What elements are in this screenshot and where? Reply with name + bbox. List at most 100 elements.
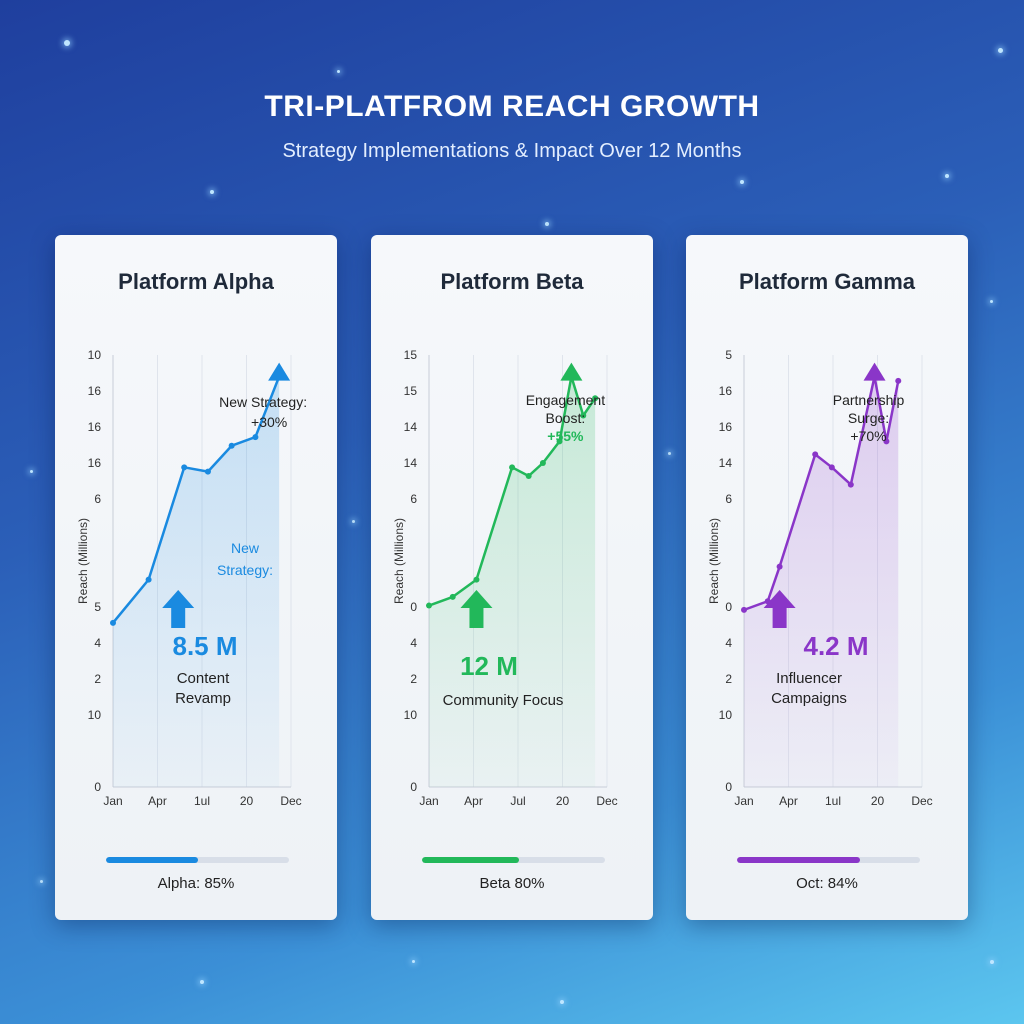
data-point bbox=[556, 438, 563, 445]
platform-gamma-card: Platform Gamma Jan Apr 1ul 20 Dec 5 16 16 14 6 0 4 2… bbox=[686, 235, 968, 920]
card-title: Platform Beta bbox=[440, 269, 584, 294]
y-axis-label: Reach (Millions) bbox=[392, 518, 406, 604]
background-star bbox=[337, 70, 340, 73]
caption-text: Campaigns bbox=[771, 690, 847, 707]
annotation-mid-text: New bbox=[231, 540, 260, 556]
background-star bbox=[560, 1000, 564, 1004]
y-tick-label: 0 bbox=[725, 600, 732, 614]
big-value-label: 8.5 M bbox=[172, 631, 237, 661]
data-point bbox=[741, 606, 747, 613]
x-tick-label: Jan bbox=[103, 794, 122, 808]
platform-beta-card: Platform Beta Jan Apr Jul 20 Dec 15 15 14 14 6 0 4 2… bbox=[371, 235, 653, 920]
background-star bbox=[545, 222, 549, 226]
x-tick-label: Jul bbox=[510, 794, 525, 808]
page-subtitle: Strategy Implementations & Impact Over 1… bbox=[282, 140, 742, 162]
y-tick-label: 16 bbox=[88, 420, 102, 434]
x-tick-label: Apr bbox=[148, 794, 167, 808]
background-star bbox=[352, 520, 355, 523]
progress-bar bbox=[106, 857, 289, 863]
y-tick-label: 15 bbox=[404, 348, 418, 362]
y-tick-label: 4 bbox=[94, 636, 101, 650]
x-tick-label: Apr bbox=[464, 794, 483, 808]
platform-alpha-card: Platform Alpha Jan Apr 1ul 20 Dec 10 16 16 16 6 5 4… bbox=[55, 235, 337, 920]
y-tick-label: 10 bbox=[719, 708, 733, 722]
data-point bbox=[828, 464, 835, 471]
data-point bbox=[592, 395, 599, 402]
background-star bbox=[64, 40, 70, 46]
x-tick-label: 20 bbox=[240, 794, 254, 808]
y-tick-label: 0 bbox=[725, 780, 732, 794]
x-tick-label: Apr bbox=[779, 794, 798, 808]
background-star bbox=[990, 960, 994, 964]
peak-arrow-icon bbox=[560, 362, 583, 381]
y-tick-label: 4 bbox=[410, 636, 417, 650]
data-point bbox=[883, 438, 890, 445]
data-point bbox=[473, 576, 480, 583]
x-tick-label: 20 bbox=[871, 794, 885, 808]
x-tick-label: Dec bbox=[280, 794, 301, 808]
data-point bbox=[776, 563, 783, 570]
up-arrow-icon bbox=[460, 590, 493, 628]
caption-text: Revamp bbox=[175, 690, 231, 707]
data-point bbox=[110, 619, 116, 626]
y-tick-label: 16 bbox=[719, 384, 733, 398]
y-tick-label: 15 bbox=[404, 384, 418, 398]
data-point bbox=[145, 576, 152, 583]
background-star bbox=[740, 180, 744, 184]
annotation-top-value: +55% bbox=[547, 428, 584, 444]
y-tick-label: 10 bbox=[88, 348, 102, 362]
y-axis-label: Reach (Millions) bbox=[76, 518, 90, 604]
background-star bbox=[998, 48, 1003, 53]
card-title: Platform Gamma bbox=[738, 269, 916, 294]
progress-bar bbox=[422, 857, 605, 863]
x-tick-label: Dec bbox=[911, 794, 932, 808]
y-tick-label: 6 bbox=[410, 492, 417, 506]
y-tick-label: 2 bbox=[410, 672, 417, 686]
background-star bbox=[40, 880, 43, 883]
y-axis-label: Reach (Millions) bbox=[707, 518, 721, 604]
progress-fill bbox=[422, 857, 519, 863]
data-point bbox=[580, 412, 587, 419]
x-tick-label: 1ul bbox=[194, 794, 210, 808]
progress-fill bbox=[106, 857, 198, 863]
background-star bbox=[412, 960, 415, 963]
progress-bar bbox=[737, 857, 920, 863]
annotation-top-text: Boost: bbox=[546, 410, 586, 426]
data-point bbox=[228, 442, 235, 449]
annotation-top-text: Partnership bbox=[833, 392, 905, 408]
data-point bbox=[509, 464, 516, 471]
y-tick-label: 0 bbox=[410, 600, 417, 614]
progress-fill bbox=[737, 857, 860, 863]
y-tick-label: 2 bbox=[725, 672, 732, 686]
data-point bbox=[449, 593, 456, 600]
x-tick-label: 20 bbox=[556, 794, 570, 808]
page-title: TRI-PLATFROM REACH GROWTH bbox=[264, 90, 760, 123]
y-tick-label: 10 bbox=[88, 708, 102, 722]
annotation-top-text: Engagement bbox=[526, 392, 606, 408]
y-tick-label: 6 bbox=[725, 492, 732, 506]
background-star bbox=[30, 470, 33, 473]
series-area bbox=[744, 376, 899, 787]
progress-label: Alpha: 85% bbox=[157, 875, 235, 892]
y-tick-label: 14 bbox=[719, 456, 733, 470]
data-point bbox=[525, 472, 532, 479]
y-tick-label: 0 bbox=[94, 780, 101, 794]
annotation-top-text: New Strategy: bbox=[219, 394, 307, 410]
y-tick-label: 14 bbox=[404, 420, 418, 434]
y-tick-label: 16 bbox=[719, 420, 733, 434]
y-tick-label: 4 bbox=[725, 636, 732, 650]
x-tick-label: 1ul bbox=[825, 794, 841, 808]
series-line bbox=[428, 375, 597, 607]
progress-label: Beta 80% bbox=[479, 875, 545, 892]
platform-alpha-chart: Jan Apr 1ul 20 Dec 10 16 16 16 6 5 4 2 10 0 Reach (Mill… bbox=[76, 348, 307, 808]
y-tick-label: 0 bbox=[410, 780, 417, 794]
annotation-top-value: +70% bbox=[850, 428, 886, 444]
data-point bbox=[847, 481, 854, 488]
background-star bbox=[945, 174, 949, 178]
data-point bbox=[539, 460, 546, 466]
platform-beta-chart: Jan Apr Jul 20 Dec 15 15 14 14 6 0 4 2 10 0 Reach (Mill… bbox=[392, 348, 618, 808]
y-tick-label: 16 bbox=[88, 456, 102, 470]
caption-text: Community Focus bbox=[443, 692, 564, 709]
data-point bbox=[204, 468, 211, 475]
big-value-label: 4.2 M bbox=[803, 631, 868, 661]
